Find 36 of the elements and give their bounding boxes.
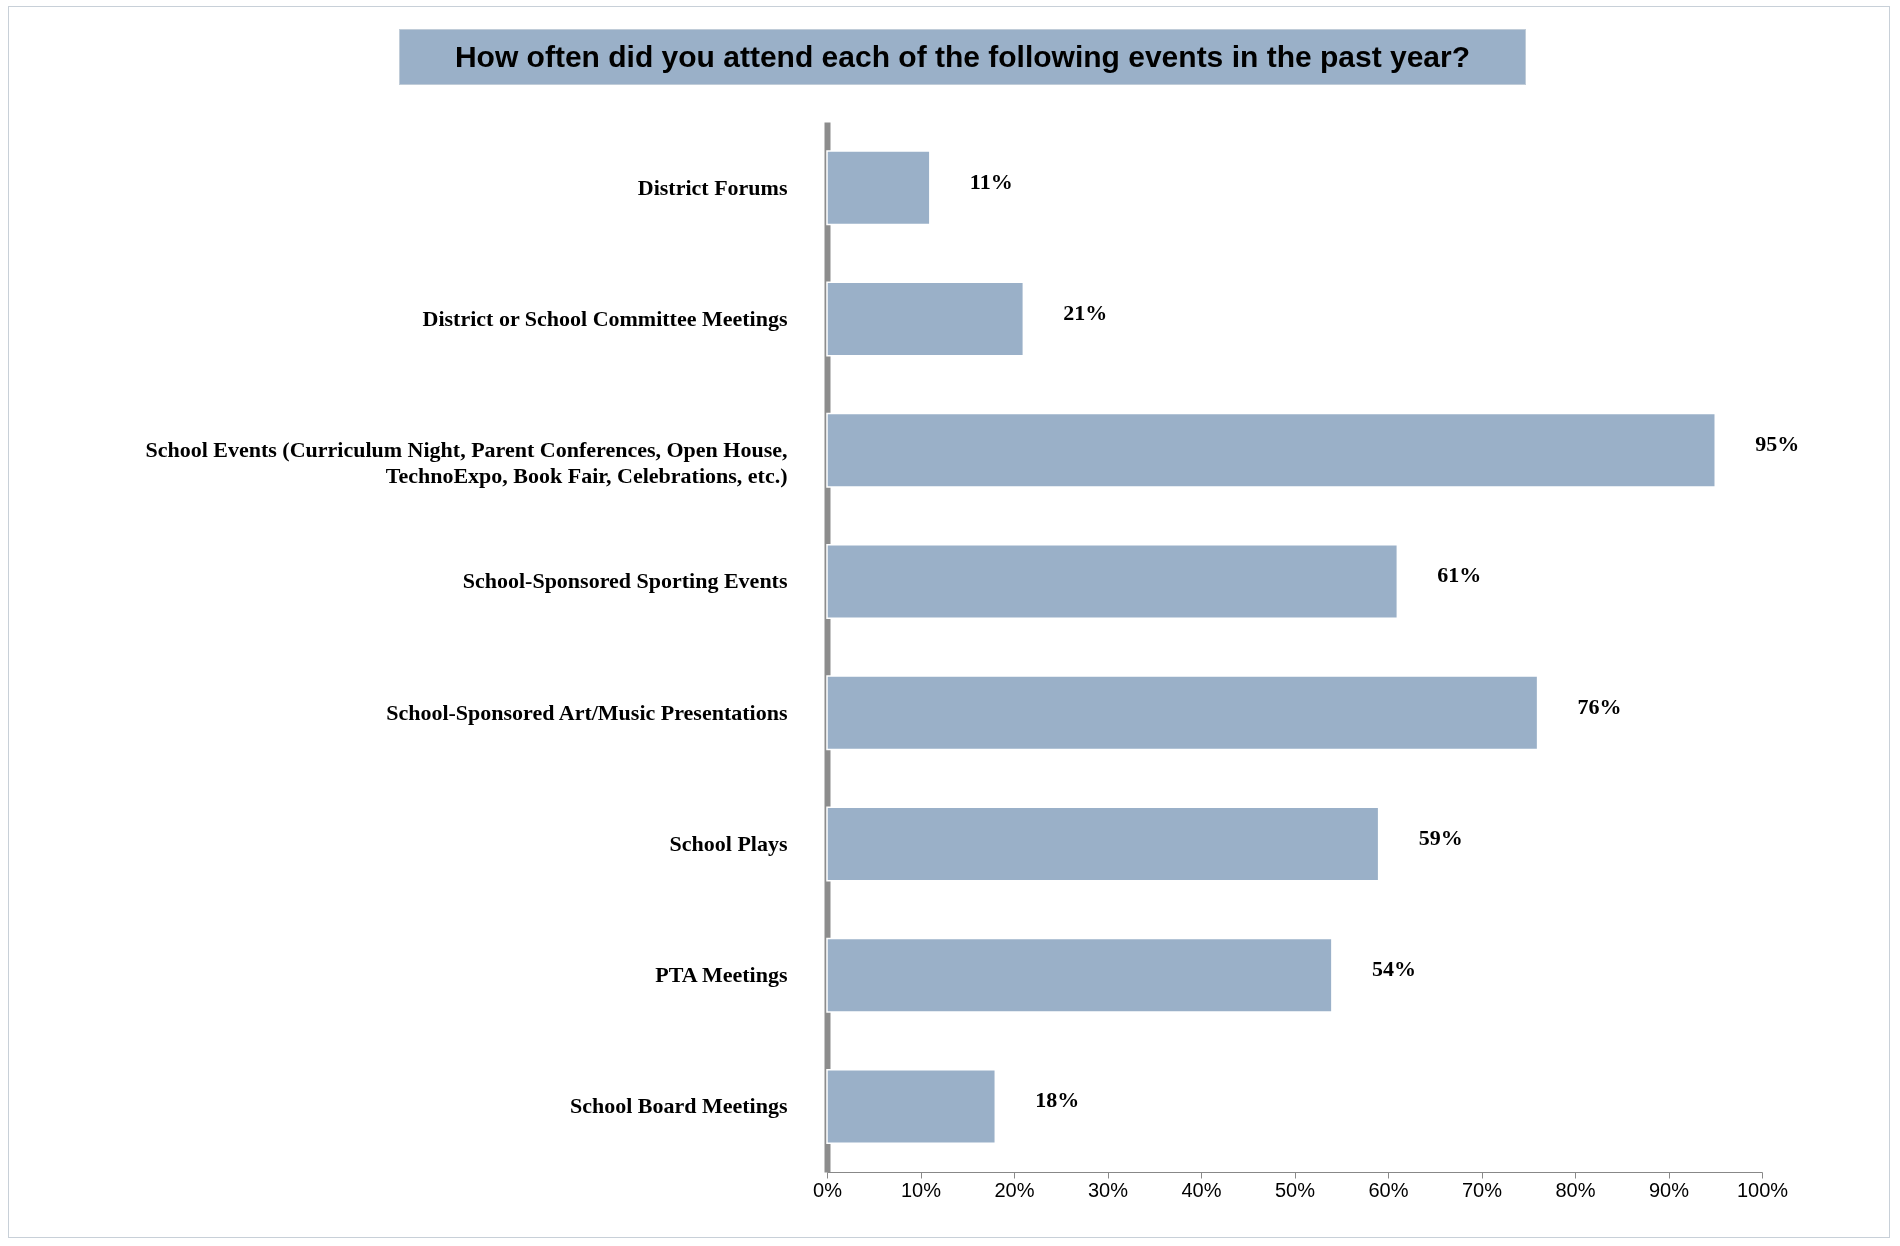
y-tick-label: School Board Meetings [569, 1093, 788, 1119]
y-tick-label: School-Sponsored Art/Music Presentations [386, 699, 788, 725]
x-tick-label: 30% [1087, 1178, 1129, 1201]
bar [826, 412, 1716, 488]
bar [826, 937, 1333, 1013]
x-tick-label: 70% [1461, 1178, 1503, 1201]
data-label: 95% [1755, 431, 1800, 457]
x-tick-label: 0% [813, 1178, 843, 1201]
x-tick-label: 50% [1274, 1178, 1316, 1201]
y-tick-label: District or School Committee Meetings [422, 305, 788, 331]
x-tick-label: 90% [1648, 1178, 1690, 1201]
data-label: 21% [1063, 299, 1108, 325]
x-tick-label: 60% [1368, 1178, 1409, 1201]
bar [826, 806, 1380, 882]
x-tick-label: 20% [994, 1178, 1035, 1201]
chart-title: How often did you attend each of the following events in the past year? [399, 29, 1526, 85]
x-tick-label: 100% [1736, 1178, 1789, 1201]
data-label: 54% [1371, 956, 1416, 982]
bar [826, 150, 931, 226]
data-label: 61% [1437, 562, 1482, 588]
bar [826, 675, 1539, 751]
y-tick-label: PTA Meetings [655, 962, 788, 988]
bar [826, 543, 1399, 619]
y-tick-label: School Events (Curriculum Night, Parent Conferences, Open House, TechnoExpo, Book Fair, Celebrations, etc.) [145, 437, 788, 489]
y-tick-label: School Plays [669, 830, 788, 856]
bar [826, 281, 1025, 357]
bar [826, 1068, 997, 1144]
data-label: 18% [1035, 1087, 1080, 1113]
data-label: 11% [969, 168, 1013, 194]
data-label: 59% [1418, 824, 1463, 850]
x-tick-label: 40% [1181, 1178, 1222, 1201]
y-tick-label: School-Sponsored Sporting Events [462, 568, 788, 594]
y-tick-label: District Forums [637, 174, 788, 200]
x-tick-label: 10% [900, 1178, 942, 1201]
data-label: 76% [1577, 693, 1622, 719]
x-tick-label: 80% [1555, 1178, 1596, 1201]
